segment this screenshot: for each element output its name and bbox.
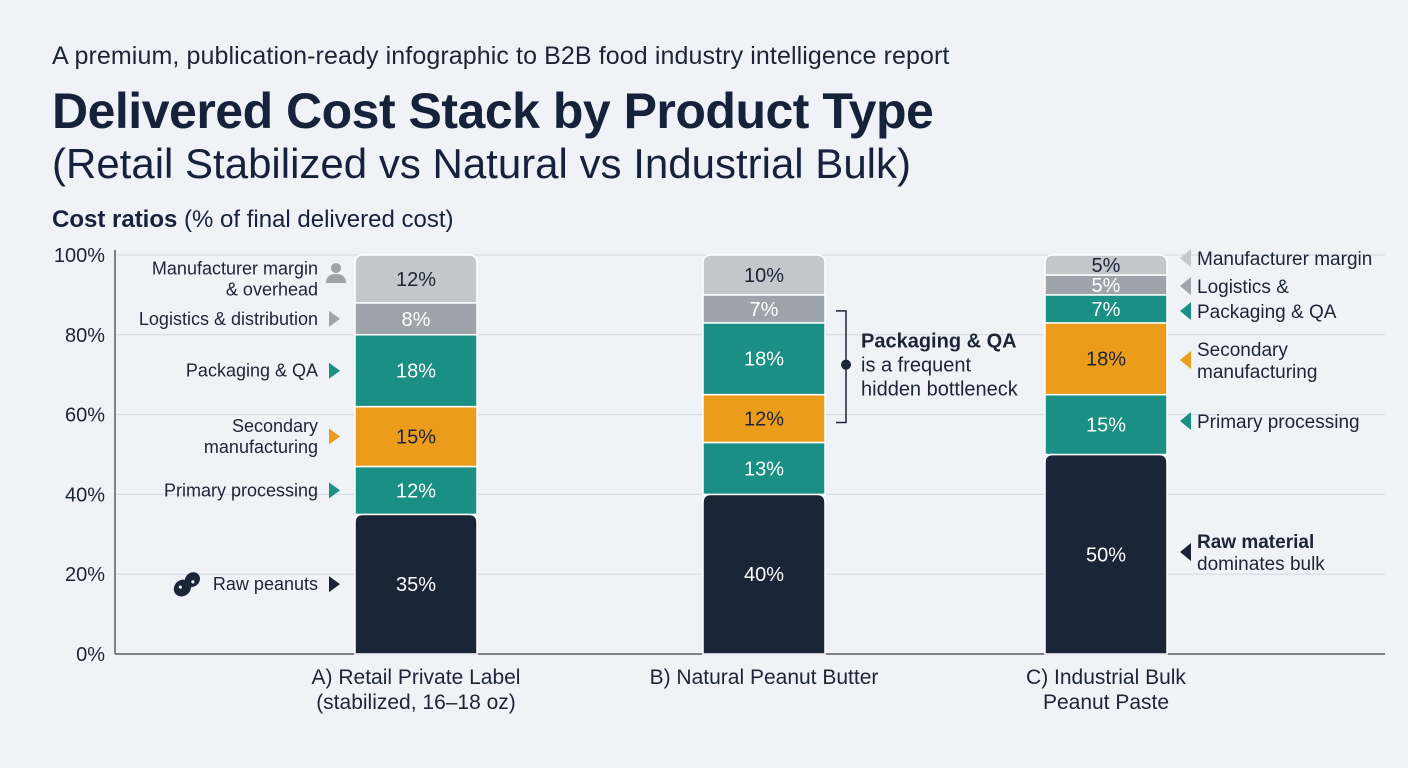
callout-text: is a frequent	[861, 355, 972, 377]
bar-stack: 40% 13% 12% 18% 7% 10%	[702, 254, 826, 655]
y-tick-label: 40%	[65, 484, 105, 506]
annotation-label-left: Packaging & QA	[186, 361, 318, 381]
peanut-icon	[173, 572, 200, 597]
annotation-label-left: & overhead	[226, 279, 318, 299]
annotation-label-left: manufacturing	[204, 437, 318, 457]
peanut-icon	[178, 585, 182, 589]
section-label: Cost ratios (% of final delivered cost)	[52, 206, 453, 234]
data-label: 5%	[1092, 275, 1121, 297]
y-tick-label: 100%	[54, 245, 105, 267]
x-category-label: C) Industrial Bulk	[1026, 666, 1186, 689]
x-category-label: A) Retail Private Label	[312, 666, 521, 689]
data-label: 50%	[1086, 544, 1126, 566]
x-category-label: Peanut Paste	[1043, 691, 1169, 714]
arrow-left-icon	[1180, 302, 1191, 320]
section-label-rest: (% of final delivered cost)	[177, 206, 454, 233]
arrow-right-icon	[329, 362, 340, 379]
arrow-left-icon	[1180, 249, 1191, 267]
annotation-label-right: Logistics &	[1197, 277, 1289, 298]
y-tick-label: 60%	[65, 405, 105, 427]
data-label: 7%	[1092, 299, 1121, 321]
arrow-left-icon	[1180, 277, 1191, 295]
chart-title: Delivered Cost Stack by Product Type	[52, 83, 934, 139]
bar-stack: 50%15%18%7%5%5%	[1044, 254, 1168, 655]
data-label: 40%	[744, 564, 784, 586]
annotation-label-right: manufacturing	[1197, 362, 1317, 383]
data-label: 12%	[396, 480, 436, 502]
data-label: 35%	[396, 574, 436, 596]
arrow-right-icon	[329, 310, 340, 327]
annotation-label-left: Raw peanuts	[213, 574, 318, 594]
annotation-label-right: Packaging & QA	[1197, 302, 1337, 323]
callout-text: hidden bottleneck	[861, 379, 1019, 401]
y-tick-label: 80%	[65, 325, 105, 347]
data-label: 12%	[396, 269, 436, 291]
bar-segment-margin	[702, 254, 826, 296]
bar-segment-margin	[1044, 254, 1168, 276]
arrow-right-icon	[329, 576, 340, 593]
arrow-left-icon	[1180, 543, 1191, 561]
annotation-label-left: Logistics & distribution	[139, 309, 318, 329]
data-label: 5%	[1092, 255, 1121, 277]
y-tick-label: 20%	[65, 564, 105, 586]
callout-title: Packaging & QA	[861, 331, 1017, 353]
annotation-label-right: dominates bulk	[1197, 554, 1325, 575]
x-category-label: B) Natural Peanut Butter	[650, 666, 879, 689]
section-label-bold: Cost ratios	[52, 206, 178, 233]
peanut-icon	[191, 580, 195, 584]
data-label: 18%	[744, 349, 784, 371]
annotation-label-right: Primary processing	[1197, 412, 1360, 433]
data-label: 10%	[744, 265, 784, 287]
annotation-label-right: Raw material	[1197, 532, 1314, 553]
callout-bracket-dot	[841, 359, 851, 370]
data-label: 18%	[1086, 349, 1126, 371]
data-label: 7%	[750, 299, 779, 321]
person-icon	[326, 273, 346, 283]
annotation-label-left: Manufacturer margin	[152, 258, 318, 278]
y-tick-label: 0%	[76, 644, 105, 666]
annotation-label-right: Secondary	[1197, 340, 1288, 361]
arrow-left-icon	[1180, 412, 1191, 430]
annotation-label-left: Primary processing	[164, 480, 318, 500]
chart-subtitle: (Retail Stabilized vs Natural vs Industr…	[52, 140, 911, 187]
arrow-left-icon	[1180, 351, 1191, 369]
data-label: 15%	[396, 427, 436, 449]
x-category-label: (stabilized, 16–18 oz)	[316, 691, 516, 714]
arrow-right-icon	[329, 482, 340, 499]
data-label: 13%	[744, 458, 784, 480]
data-label: 15%	[1086, 415, 1126, 437]
data-label: 12%	[744, 409, 784, 431]
arrow-right-icon	[329, 428, 340, 445]
report-kicker: A premium, publication-ready infographic…	[52, 42, 950, 70]
data-label: 18%	[396, 361, 436, 383]
annotation-label-left: Secondary	[232, 416, 318, 436]
person-icon	[331, 262, 341, 273]
annotation-label-right: Manufacturer margin	[1197, 249, 1372, 270]
peanut-icon	[184, 572, 200, 588]
bar-segment-margin	[354, 254, 478, 304]
data-label: 8%	[402, 309, 431, 331]
bar-stack: 35% 12% 15% 18% 8% 12%	[354, 254, 478, 655]
